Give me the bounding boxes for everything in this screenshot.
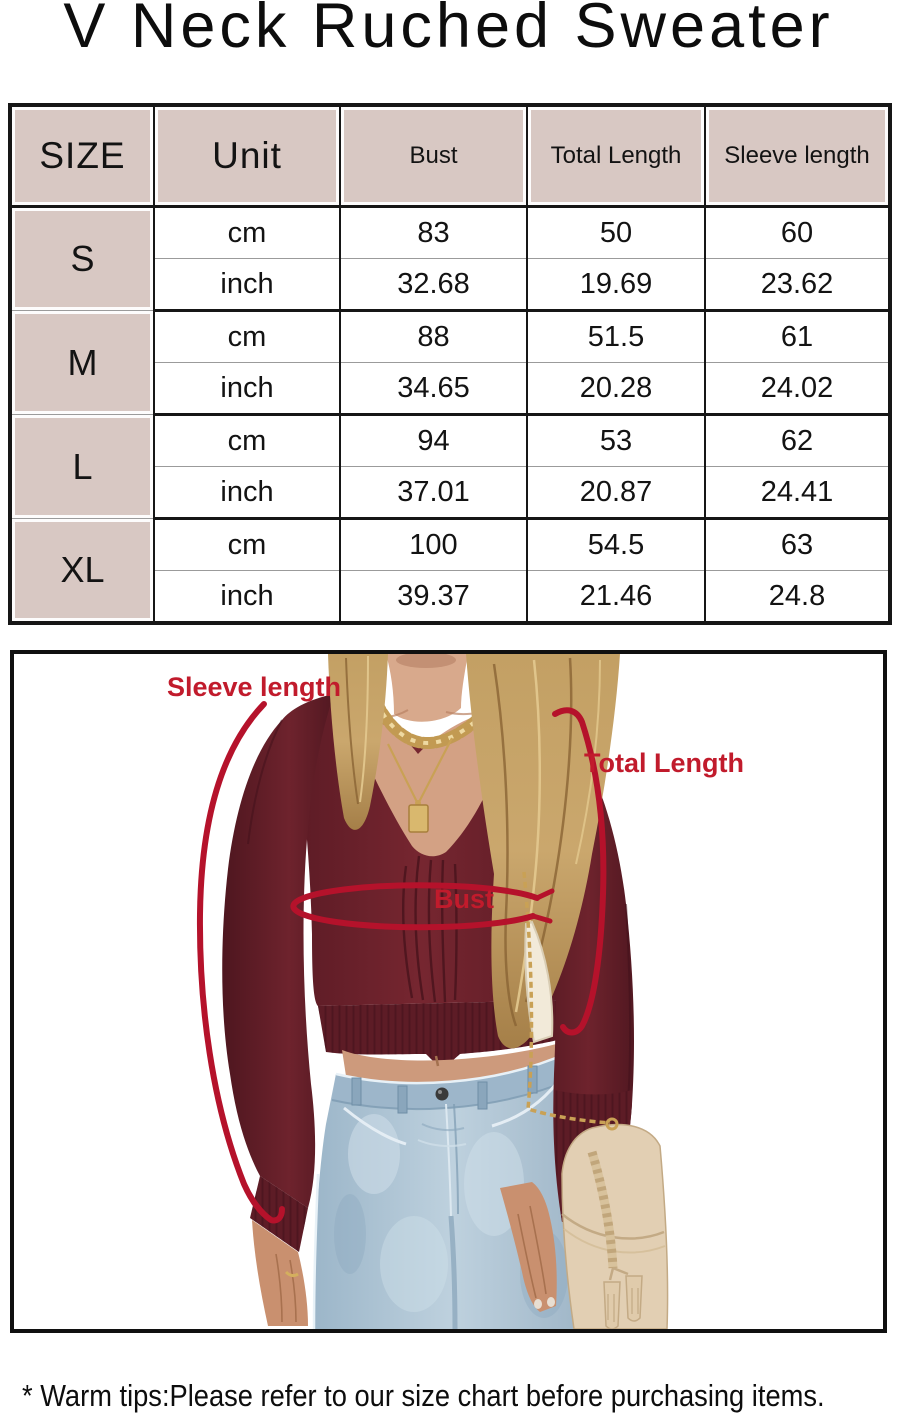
table-row: L cm 94 53 62: [9, 414, 890, 519]
table-row: inch 37.01 20.87 24.41: [10, 466, 890, 520]
table-row: inch 39.37 21.46 24.8: [10, 570, 890, 623]
table-row: inch 34.65 20.28 24.02: [10, 362, 890, 416]
size-chart-table: SIZE Unit Bust Total Length Sleeve lengt…: [8, 103, 892, 625]
model-neck: [386, 654, 468, 722]
table-row: M cm 88 51.5 61: [9, 310, 890, 415]
sleeve-cell: 23.62: [704, 258, 890, 312]
header-size: SIZE: [9, 105, 154, 208]
total-length-label: Total Length: [584, 748, 744, 778]
sleeve-cell: 62: [704, 414, 890, 467]
bust-cell: 100: [339, 518, 527, 571]
length-cell: 20.28: [526, 362, 705, 416]
page-title: V Neck Ruched Sweater: [63, 0, 834, 61]
unit-cell: cm: [153, 310, 340, 363]
sleeve-cell: 24.41: [704, 466, 890, 520]
header-bust: Bust: [339, 105, 527, 208]
header-unit: Unit: [153, 105, 340, 208]
unit-cell: cm: [153, 518, 340, 571]
length-cell: 53: [526, 414, 705, 467]
length-cell: 19.69: [526, 258, 705, 312]
handbag: [561, 1117, 669, 1329]
length-cell: 20.87: [526, 466, 705, 520]
bag-tassel: [625, 1275, 643, 1322]
length-cell: 54.5: [526, 518, 705, 571]
bust-cell: 32.68: [339, 258, 527, 312]
size-label-s: S: [9, 206, 154, 311]
unit-cell: inch: [153, 258, 340, 312]
warm-tips-note: * Warm tips:Please refer to our size cha…: [22, 1378, 825, 1413]
bag-clasp: [605, 1117, 619, 1131]
pendant: [408, 804, 429, 833]
sleeve-cell: 60: [704, 206, 890, 259]
unit-cell: inch: [153, 570, 340, 623]
annotation-bust: Bust: [290, 882, 555, 931]
table-row: inch 32.68 19.69 23.62: [10, 258, 890, 312]
length-cell: 51.5: [526, 310, 705, 363]
unit-cell: inch: [153, 466, 340, 520]
model-illustration: Sleeve length Total Length Bust: [167, 654, 744, 1329]
model-right-hand: [500, 1182, 557, 1312]
bag-chain: [522, 871, 611, 1125]
bag-tassel: [603, 1281, 621, 1329]
sleeve-cell: 63: [704, 518, 890, 571]
sleeve-cell: 24.8: [704, 570, 890, 623]
size-label-m: M: [9, 310, 154, 415]
unit-cell: inch: [153, 362, 340, 416]
model-left-hand: [252, 1220, 308, 1326]
jeans-pocket: [343, 1106, 407, 1146]
header-row: SIZE Unit Bust Total Length Sleeve lengt…: [9, 105, 890, 208]
bust-cell: 88: [339, 310, 527, 363]
header-sleeve-length: Sleeve length: [704, 105, 890, 208]
annotation-sleeve-length: Sleeve length: [167, 672, 341, 1224]
bust-cell: 34.65: [339, 362, 527, 416]
size-label-xl: XL: [9, 518, 154, 624]
ring: [284, 1270, 299, 1278]
jeans-button: [435, 1087, 449, 1101]
size-chart-section: SIZE Unit Bust Total Length Sleeve lengt…: [8, 103, 892, 625]
bust-cell: 39.37: [339, 570, 527, 623]
table-row: S cm 83 50 60: [9, 206, 890, 311]
length-cell: 21.46: [526, 570, 705, 623]
unit-cell: cm: [153, 414, 340, 467]
length-cell: 50: [526, 206, 705, 259]
measurement-diagram: Sleeve length Total Length Bust: [10, 650, 887, 1333]
bust-cell: 83: [339, 206, 527, 259]
sleeve-cell: 24.02: [704, 362, 890, 416]
sleeve-length-label: Sleeve length: [167, 672, 341, 702]
jeans-waistband: [332, 1052, 574, 1110]
header-total-length: Total Length: [526, 105, 705, 208]
table-row: XL cm 100 54.5 63: [9, 518, 890, 624]
unit-cell: cm: [153, 206, 340, 259]
bust-cell: 37.01: [339, 466, 527, 520]
bust-label: Bust: [434, 884, 494, 914]
size-label-l: L: [9, 414, 154, 519]
bust-cell: 94: [339, 414, 527, 467]
sleeve-cell: 61: [704, 310, 890, 363]
annotation-total-length: Total Length: [552, 707, 744, 1036]
